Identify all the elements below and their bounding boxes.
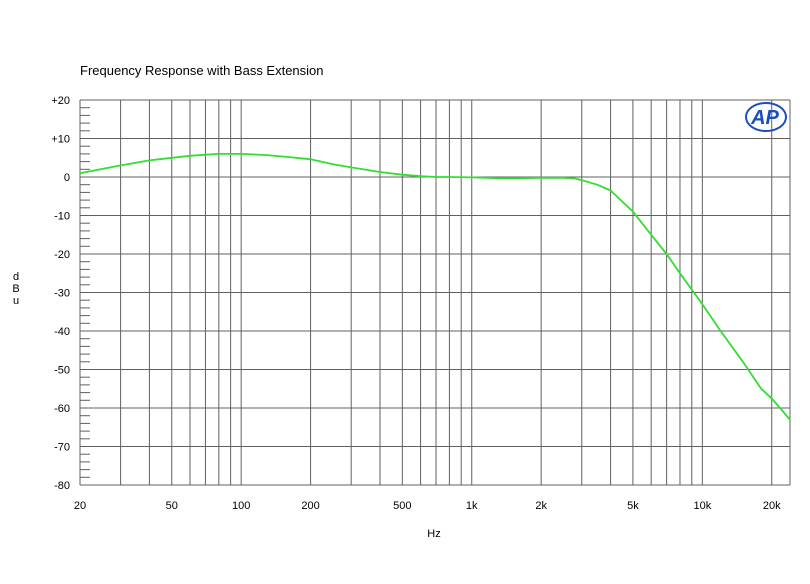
x-tick-label: 2k: [535, 500, 547, 512]
y-tick-label: -80: [54, 480, 70, 492]
x-tick-label: 1k: [466, 500, 478, 512]
response-curve: [79, 152, 791, 421]
y-tick-label: +20: [51, 95, 70, 107]
y-axis-label-char: B: [12, 283, 19, 295]
x-tick-label: 10k: [693, 500, 711, 512]
x-tick-label: 50: [166, 500, 178, 512]
x-axis-label: Hz: [427, 528, 440, 540]
y-tick-label: -70: [54, 442, 70, 454]
chart-title: Frequency Response with Bass Extension: [80, 63, 324, 78]
x-tick-label: 500: [393, 500, 411, 512]
y-axis-label-char: u: [13, 295, 19, 307]
ap-logo: AP: [745, 102, 787, 132]
y-tick-label: +10: [51, 134, 70, 146]
y-tick-label: -30: [54, 288, 70, 300]
logo-ring: [745, 102, 787, 132]
x-tick-label: 20: [74, 500, 86, 512]
logo-text: AP: [750, 107, 779, 129]
x-tick-label: 100: [232, 500, 250, 512]
plot-series: [79, 152, 791, 421]
x-tick-labels: 20 50 100 200 500 1k 2k 5k 10k 20k: [74, 500, 781, 512]
x-tick-label: 20k: [763, 500, 781, 512]
y-tick-label: -50: [54, 365, 70, 377]
y-tick-label: -40: [54, 326, 70, 338]
x-tick-label: 5k: [627, 500, 639, 512]
y-minor-ticks: [80, 107, 90, 478]
y-tick-label: -20: [54, 249, 70, 261]
y-tick-labels: +20 +10 0 -10 -20 -30 -40 -50 -60 -70 -80: [51, 95, 70, 492]
x-tick-label: 200: [301, 500, 319, 512]
y-axis-label-char: d: [13, 271, 19, 283]
y-tick-label: 0: [64, 172, 70, 184]
y-tick-label: -60: [54, 403, 70, 415]
grid-major: [80, 99, 790, 486]
y-tick-label: -10: [54, 211, 70, 223]
